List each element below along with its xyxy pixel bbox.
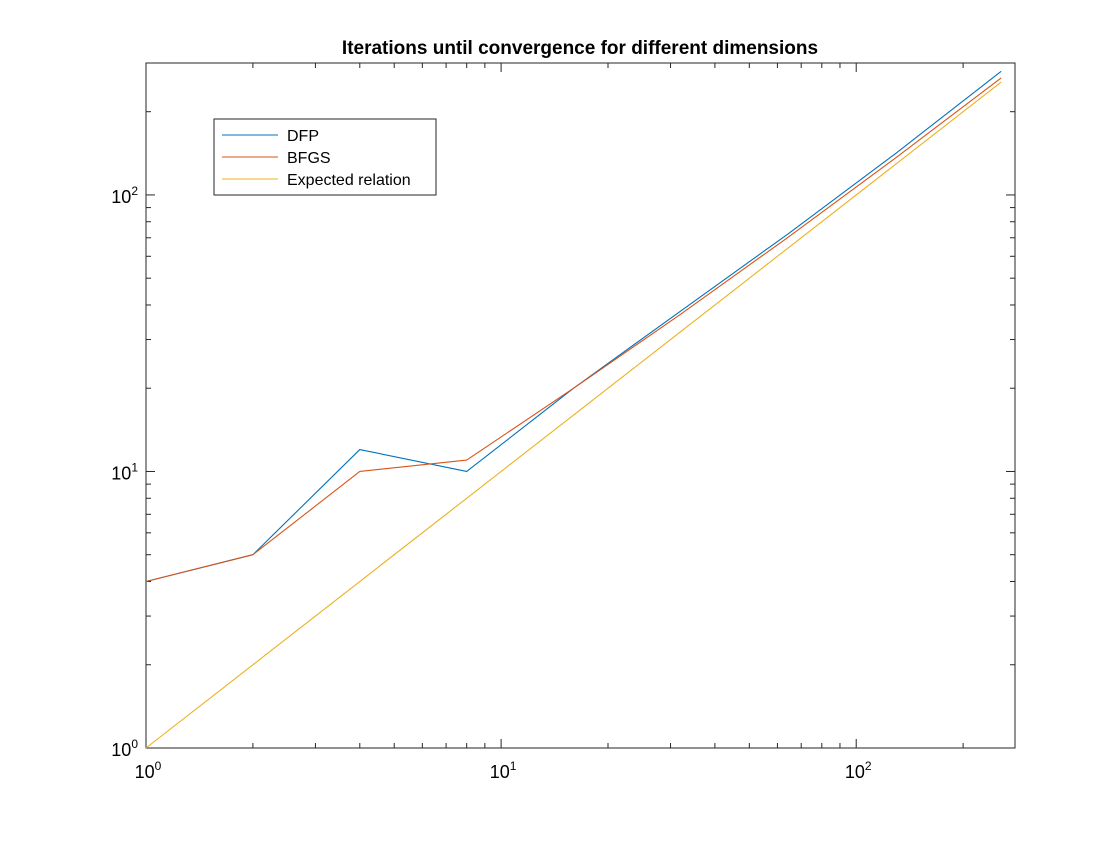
series-line-expected-relation [145,81,1002,749]
y-tick-label: 102 [111,184,138,207]
plot-area: 100 101 102 100 101 102 DFP BFGS Expected relati… [111,62,1016,782]
x-tick-label: 100 [135,759,162,782]
x-tick-label: 101 [490,759,517,782]
chart-title: Iterations until convergence for differe… [342,38,818,59]
series-line-bfgs [145,77,1002,583]
legend-label: DFP [287,128,319,145]
x-tick-label: 102 [845,759,872,782]
y-tick-label: 100 [111,737,138,760]
y-tick-label: 101 [111,460,138,483]
legend-label: Expected relation [287,172,411,189]
axes-box [145,62,1016,749]
legend-label: BFGS [287,150,331,167]
